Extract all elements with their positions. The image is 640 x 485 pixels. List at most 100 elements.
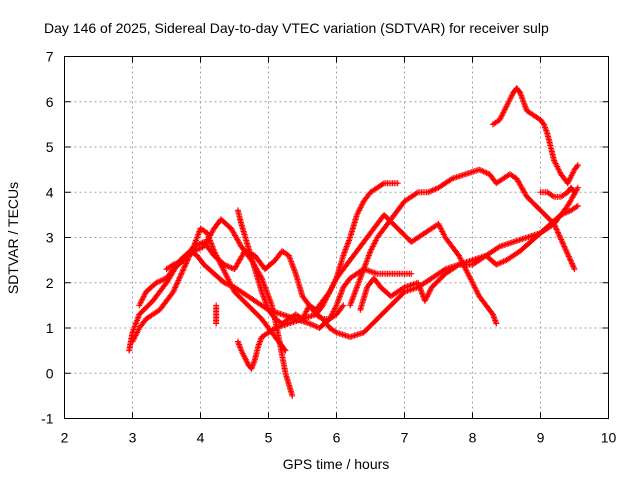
- data-point: [556, 232, 563, 239]
- data-point: [570, 263, 577, 270]
- data-point: [568, 260, 575, 267]
- data-point: [172, 284, 179, 291]
- data-point: [181, 263, 188, 270]
- x-tick-label: 4: [197, 430, 205, 446]
- series-arc-5: [234, 180, 401, 327]
- series-arc-2: [129, 225, 289, 354]
- series-arc-10: [489, 85, 581, 187]
- y-tick-label: -1: [41, 411, 54, 427]
- data-point: [554, 229, 561, 236]
- chart-title: Day 146 of 2025, Sidereal Day-to-day VTE…: [44, 20, 549, 36]
- data-point: [553, 225, 560, 232]
- data-point: [558, 237, 565, 244]
- data-point: [400, 285, 407, 292]
- data-point: [554, 227, 561, 234]
- series-arc-12: [213, 302, 220, 327]
- data-point: [574, 162, 581, 169]
- x-tick-label: 10: [601, 430, 617, 446]
- data-point: [174, 278, 181, 285]
- series-arc-7: [313, 211, 500, 327]
- data-point: [174, 280, 181, 287]
- data-point: [516, 88, 523, 95]
- x-tick-label: 2: [61, 430, 69, 446]
- data-point: [181, 264, 188, 271]
- data-point: [573, 203, 580, 210]
- data-point: [495, 244, 502, 251]
- data-point: [171, 285, 178, 292]
- data-point: [560, 242, 567, 249]
- x-tick-label: 3: [129, 430, 137, 446]
- y-tick-label: 3: [46, 230, 54, 246]
- data-point: [558, 236, 565, 243]
- y-tick-label: 1: [46, 320, 54, 336]
- data-point: [282, 347, 289, 354]
- x-tick-label: 8: [469, 430, 477, 446]
- data-point: [183, 260, 190, 267]
- data-point: [566, 254, 573, 261]
- data-point: [567, 256, 574, 263]
- data-point: [339, 303, 346, 310]
- y-tick-label: 5: [46, 139, 54, 155]
- data-point: [571, 266, 578, 273]
- data-point: [565, 253, 572, 260]
- data-point: [549, 192, 556, 199]
- y-axis-label: SDTVAR / TECUs: [5, 182, 21, 294]
- data-point: [332, 328, 339, 335]
- data-point: [173, 281, 180, 288]
- data-point: [170, 288, 177, 295]
- series-arc-11: [537, 184, 578, 200]
- data-point: [340, 302, 347, 309]
- data-point: [289, 392, 296, 399]
- data-point: [568, 259, 575, 266]
- data-point: [180, 266, 187, 273]
- data-point: [557, 235, 564, 242]
- y-tick-label: 0: [46, 365, 54, 381]
- data-point: [556, 233, 563, 240]
- data-point: [182, 261, 189, 268]
- data-point: [175, 277, 182, 284]
- data-point: [561, 244, 568, 251]
- data-point: [447, 176, 454, 183]
- data-point: [563, 249, 570, 256]
- axis-ticks: [64, 56, 609, 419]
- x-axis-label: GPS time / hours: [283, 456, 390, 472]
- data-point: [394, 180, 401, 187]
- data-point: [408, 270, 415, 277]
- data-point: [553, 226, 560, 233]
- data-point: [177, 271, 184, 278]
- x-tick-labels: 2 3 4 5 6 7 8 9 10: [61, 430, 617, 446]
- y-tick-label: 4: [46, 184, 54, 200]
- data-point: [571, 189, 578, 196]
- data-point: [574, 202, 581, 209]
- data-point: [555, 230, 562, 237]
- data-point: [562, 246, 569, 253]
- data-point: [178, 270, 185, 277]
- data-point: [413, 190, 420, 197]
- data-point: [564, 250, 571, 257]
- data-point: [574, 186, 581, 193]
- data-point: [270, 325, 277, 332]
- y-tick-label: 6: [46, 94, 54, 110]
- data-point: [213, 302, 220, 309]
- x-tick-label: 6: [333, 430, 341, 446]
- data-point: [570, 188, 577, 195]
- series-arc-8: [347, 166, 578, 309]
- data-point: [179, 269, 186, 276]
- data-point: [170, 287, 177, 294]
- y-tick-labels: -1 0 1 2 3 4 5 6 7: [41, 49, 54, 427]
- data-point: [574, 184, 581, 191]
- data-point: [493, 320, 500, 327]
- data-point: [454, 262, 461, 269]
- series-arc-9: [357, 184, 581, 313]
- data-point: [565, 252, 572, 259]
- data-point: [172, 283, 179, 290]
- data-point: [569, 261, 576, 268]
- data-point: [177, 273, 184, 280]
- data-point: [559, 239, 566, 246]
- data-point: [567, 257, 574, 264]
- x-tick-label: 9: [537, 430, 545, 446]
- data-marks: [126, 85, 581, 399]
- x-tick-label: 5: [265, 430, 273, 446]
